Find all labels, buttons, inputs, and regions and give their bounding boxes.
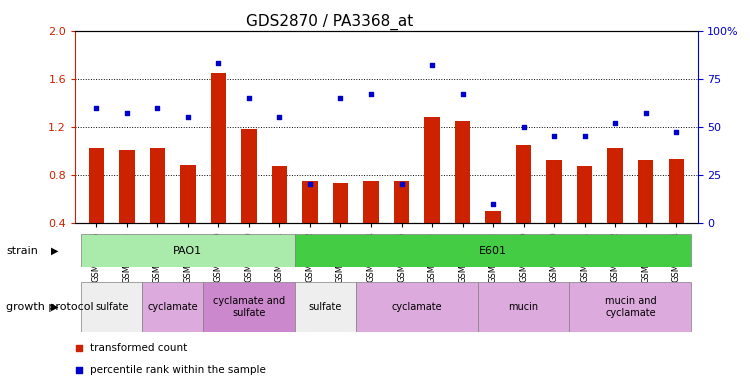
- Bar: [333, 183, 348, 223]
- Bar: [272, 166, 287, 223]
- Bar: [516, 145, 531, 223]
- Point: [457, 91, 469, 97]
- Bar: [356, 282, 478, 332]
- Text: sulfate: sulfate: [308, 302, 342, 312]
- Bar: [638, 161, 653, 223]
- Point: [274, 114, 286, 120]
- Point: [212, 60, 224, 66]
- Bar: [608, 148, 622, 223]
- Point: [426, 62, 438, 68]
- Point: [304, 181, 316, 187]
- Bar: [478, 282, 569, 332]
- Bar: [547, 161, 562, 223]
- Point: [90, 104, 102, 111]
- Bar: [242, 129, 256, 223]
- Point: [365, 91, 377, 97]
- Point: [290, 260, 302, 266]
- Point: [518, 124, 530, 130]
- Point: [121, 110, 133, 116]
- Bar: [302, 181, 317, 223]
- Text: mucin and
cyclamate: mucin and cyclamate: [604, 296, 656, 318]
- Bar: [180, 165, 196, 223]
- Text: E601: E601: [479, 245, 507, 256]
- Point: [290, 68, 302, 74]
- Point: [182, 114, 194, 120]
- Point: [670, 129, 682, 136]
- Text: cyclamate: cyclamate: [392, 302, 442, 312]
- Bar: [363, 181, 379, 223]
- Bar: [150, 148, 165, 223]
- Point: [640, 110, 652, 116]
- Bar: [295, 282, 356, 332]
- Point: [548, 133, 560, 139]
- Text: strain: strain: [6, 245, 38, 256]
- Point: [395, 181, 407, 187]
- Point: [152, 104, 164, 111]
- Point: [243, 95, 255, 101]
- Text: cyclamate and
sulfate: cyclamate and sulfate: [213, 296, 285, 318]
- Text: PAO1: PAO1: [173, 245, 202, 256]
- Bar: [424, 117, 439, 223]
- Text: ▶: ▶: [51, 245, 58, 256]
- Bar: [577, 166, 592, 223]
- Bar: [81, 234, 295, 267]
- Point: [334, 95, 346, 101]
- Text: ▶: ▶: [51, 302, 58, 312]
- Text: growth protocol: growth protocol: [6, 302, 94, 312]
- Bar: [295, 234, 692, 267]
- Bar: [485, 211, 501, 223]
- Bar: [394, 181, 410, 223]
- Text: cyclamate: cyclamate: [147, 302, 198, 312]
- Bar: [142, 282, 203, 332]
- Text: sulfate: sulfate: [95, 302, 128, 312]
- Text: mucin: mucin: [509, 302, 538, 312]
- Text: GDS2870 / PA3368_at: GDS2870 / PA3368_at: [246, 13, 414, 30]
- Text: transformed count: transformed count: [90, 343, 188, 354]
- Point: [487, 200, 499, 207]
- Bar: [88, 148, 104, 223]
- Bar: [119, 149, 134, 223]
- Bar: [668, 159, 684, 223]
- Bar: [569, 282, 692, 332]
- Text: percentile rank within the sample: percentile rank within the sample: [90, 364, 266, 375]
- Bar: [81, 282, 142, 332]
- Point: [609, 120, 621, 126]
- Point: [578, 133, 590, 139]
- Bar: [203, 282, 295, 332]
- Bar: [455, 121, 470, 223]
- Bar: [211, 73, 226, 223]
